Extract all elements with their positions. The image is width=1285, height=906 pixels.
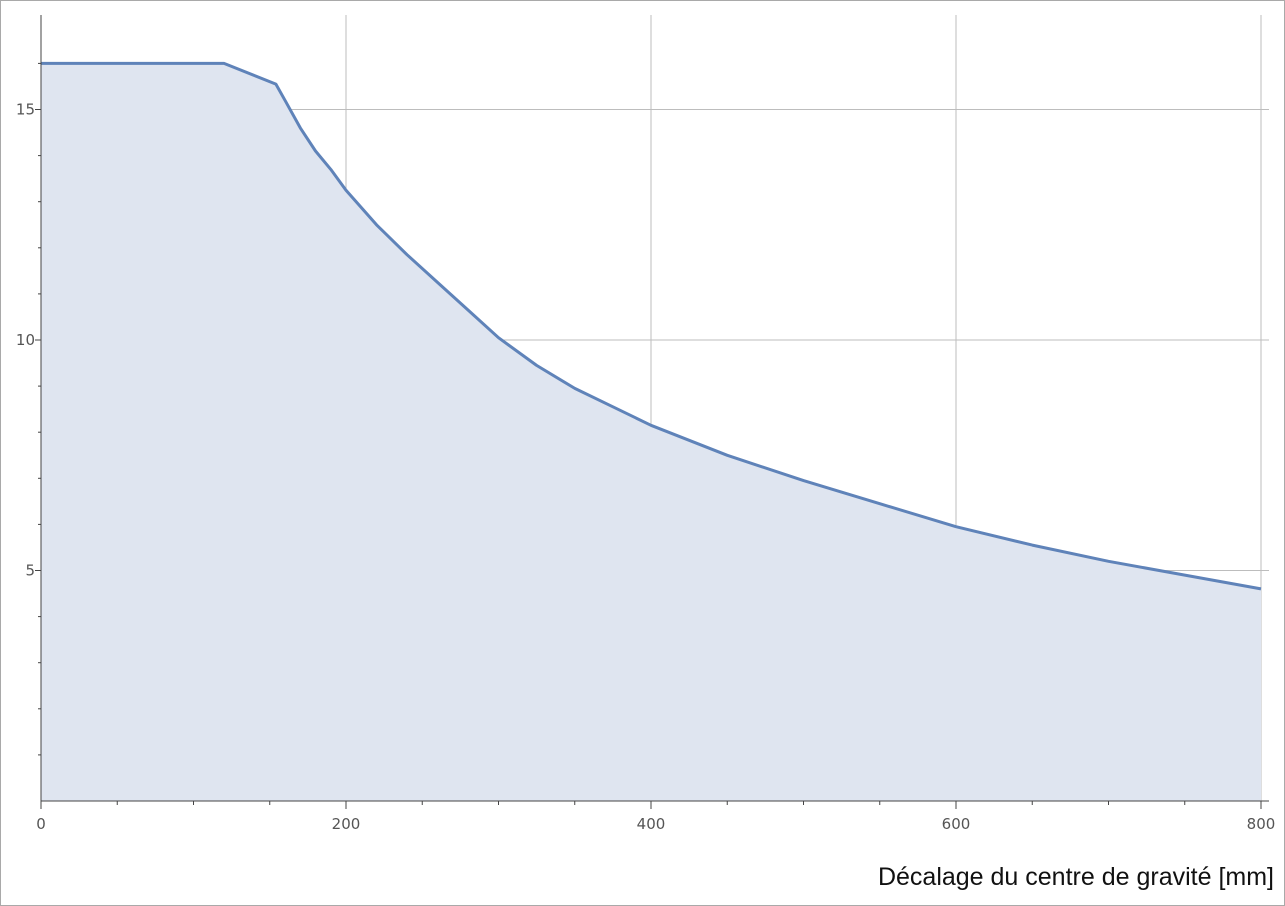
x-tick-label: 200 [332, 815, 361, 833]
y-tick-label: 5 [25, 562, 35, 580]
x-tick-label: 800 [1247, 815, 1276, 833]
y-tick-label: 10 [16, 331, 35, 349]
x-tick-label: 400 [637, 815, 666, 833]
x-tick-label: 0 [36, 815, 46, 833]
axes [35, 15, 1269, 809]
area-fill [41, 63, 1261, 801]
series-line [41, 61, 1262, 591]
tick-labels: 0 200 400 600 800 5 10 15 [16, 101, 1275, 834]
x-axis-label: Décalage du centre de gravité [mm] [877, 863, 1274, 891]
x-tick-label: 600 [942, 815, 971, 833]
y-tick-label: 15 [16, 101, 35, 119]
